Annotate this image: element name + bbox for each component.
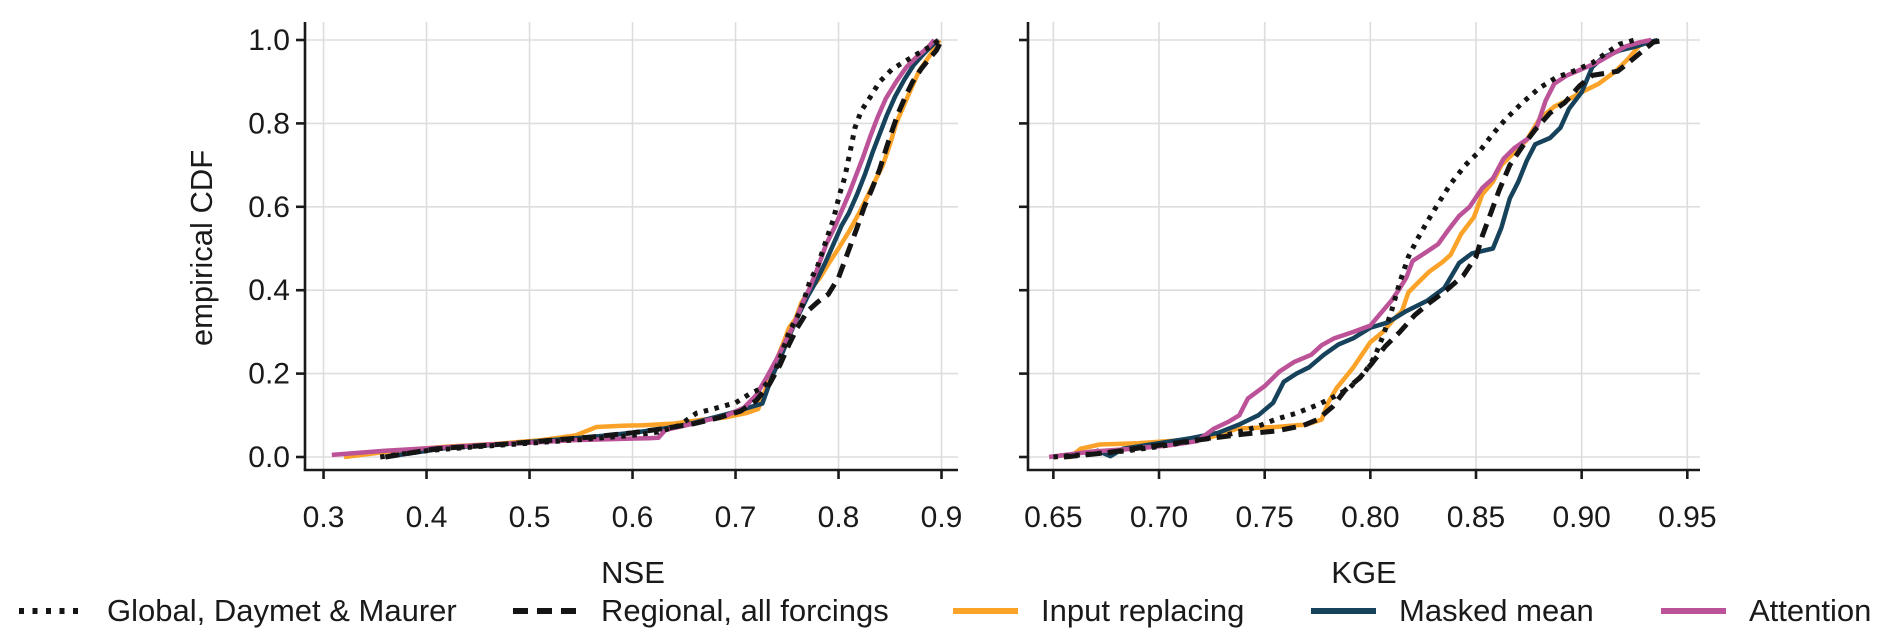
plots-svg: 0.3 0.4 0.5 0.6 0.7 0.8 0.90.00.20.40.60.81.0 … — [184, 22, 1717, 588]
cdf-curve — [1059, 38, 1649, 460]
x-tick-label: 0.95 — [1658, 501, 1716, 534]
cdf-curve — [384, 38, 940, 460]
legend-item: Regional, all forcings — [512, 588, 889, 634]
x-tick-label: 0.7 — [715, 501, 757, 534]
legend-label: Regional, all forcings — [601, 593, 889, 628]
x-tick-label: 0.9 — [921, 501, 963, 534]
cdf-curve — [1048, 37, 1652, 460]
x-tick-label: 0.70 — [1130, 501, 1188, 534]
x-tick-label: 0.5 — [509, 501, 551, 534]
nse-panel: 0.3 0.4 0.5 0.6 0.7 0.8 0.9 0.0 0.2 0.4 0.6 0.8 1.0 — [248, 22, 962, 534]
cdf-curve — [379, 38, 941, 460]
legend-label: Masked mean — [1399, 593, 1594, 628]
legend-line-sample — [1661, 608, 1726, 614]
legend-item: Attention — [1660, 588, 1871, 634]
legend-label: Attention — [1749, 593, 1872, 628]
legend-line-sample — [513, 608, 578, 614]
x-axis-title-kge: KGE — [1331, 555, 1396, 588]
y-tick-label: 0.4 — [248, 274, 290, 307]
cdf-curve — [1084, 37, 1659, 459]
legend-item: Input replacing — [952, 588, 1244, 634]
legend-item: Global, Daymet & Maurer — [18, 588, 457, 634]
legend: Global, Daymet & Maurer Regional, all for… — [0, 588, 1892, 634]
x-tick-label: 0.4 — [406, 501, 448, 534]
legend-label: Global, Daymet & Maurer — [107, 593, 457, 628]
y-tick-label: 0.0 — [248, 441, 290, 474]
x-tick-label: 0.90 — [1552, 501, 1610, 534]
y-axis-title: empirical CDF — [184, 150, 219, 346]
legend-line-sample — [953, 608, 1018, 614]
x-tick-label: 0.65 — [1024, 501, 1082, 534]
x-tick-label: 0.6 — [612, 501, 654, 534]
x-axis-title-nse: NSE — [601, 555, 665, 588]
legend-line-sample — [1311, 608, 1376, 614]
legend-item: Masked mean — [1310, 588, 1594, 634]
x-tick-label: 0.85 — [1447, 501, 1505, 534]
legend-label: Input replacing — [1041, 593, 1245, 628]
cdf-curve — [331, 38, 936, 458]
kge-panel: 0.65 0.70 0.75 0.80 0.85 0.90 0.95 — [1019, 22, 1717, 534]
cdf-curve — [1063, 37, 1667, 460]
x-tick-label: 0.8 — [818, 501, 860, 534]
legend-line-sample — [19, 608, 84, 614]
x-tick-label: 0.3 — [303, 501, 345, 534]
x-tick-label: 0.80 — [1341, 501, 1399, 534]
y-tick-label: 0.6 — [248, 191, 290, 224]
x-tick-label: 0.75 — [1235, 501, 1293, 534]
cdf-curve — [384, 38, 944, 460]
y-tick-label: 1.0 — [248, 24, 290, 57]
y-tick-label: 0.2 — [248, 358, 290, 391]
y-tick-label: 0.8 — [248, 107, 290, 140]
